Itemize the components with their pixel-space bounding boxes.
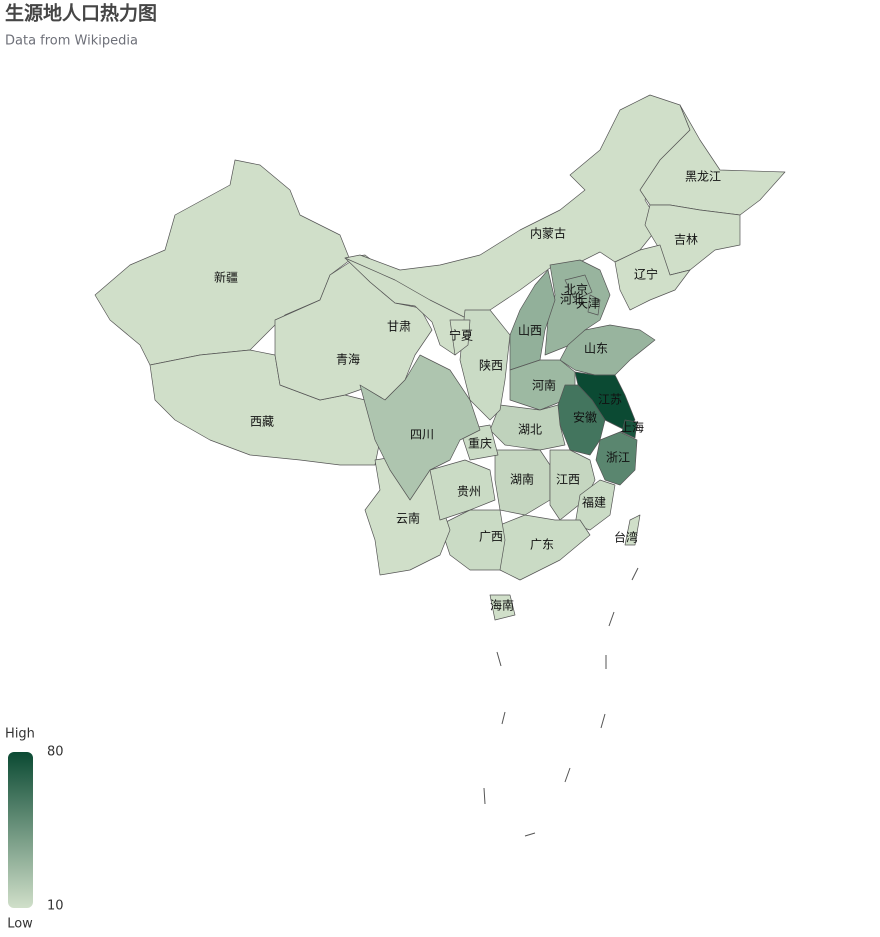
region: [449, 319, 471, 356]
region-label: 贵州: [457, 485, 481, 499]
region: [564, 274, 593, 301]
region-label: 内蒙古: [530, 226, 566, 241]
visual-map-low: Low: [7, 917, 33, 932]
region: [439, 509, 506, 571]
region-label: 江西: [556, 473, 580, 487]
region: [274, 261, 433, 401]
region-label: 浙江: [606, 451, 630, 465]
region-label: 河南: [532, 378, 556, 393]
region: [624, 514, 641, 546]
region-label: 湖北: [518, 422, 542, 437]
region: [429, 459, 496, 521]
region-label: 安徽: [573, 410, 597, 425]
region-label: 河北: [560, 293, 584, 307]
region-label: 台湾: [614, 530, 638, 545]
region-label: 广东: [530, 538, 554, 552]
region: [559, 324, 656, 376]
region-label: 黑龙江: [685, 170, 721, 184]
region: [614, 244, 691, 311]
visual-map-max: 80: [47, 745, 64, 760]
region-label: 新疆: [214, 270, 238, 285]
region-label: 天津: [576, 297, 600, 311]
chart-subtitle: Data from Wikipedia: [5, 34, 138, 49]
region: [359, 354, 481, 501]
region: [489, 594, 516, 621]
region: [644, 204, 741, 276]
region-label: 北京: [564, 283, 588, 297]
region-label: 重庆: [468, 437, 492, 451]
region: [595, 431, 638, 486]
region-label: 山西: [518, 324, 542, 338]
visual-map-min: 10: [47, 899, 64, 914]
region-label: 上海: [620, 420, 644, 435]
visual-map-bar: [8, 752, 33, 908]
region-label: 湖南: [510, 472, 534, 487]
region: [499, 514, 591, 581]
visual-map-high: High: [5, 727, 35, 742]
region-label: 西藏: [250, 415, 274, 429]
region: [587, 294, 601, 316]
region: [459, 309, 511, 421]
region: [489, 404, 566, 451]
region-label: 陕西: [479, 358, 503, 373]
region-label: 宁夏: [449, 328, 473, 343]
region-label: 福建: [582, 495, 606, 510]
chart-title: 生源地人口热力图: [5, 2, 157, 25]
region: [621, 419, 638, 439]
region-label: 辽宁: [634, 267, 658, 282]
region-label: 云南: [396, 511, 420, 526]
south-sea-islands: [483, 567, 639, 837]
region-label: 江苏: [598, 393, 622, 407]
region-label: 四川: [410, 428, 434, 442]
region-label: 吉林: [674, 233, 698, 247]
region-label: 青海: [336, 352, 360, 367]
region-label: 山东: [584, 342, 608, 356]
region-label: 甘肃: [387, 320, 411, 334]
region-label: 海南: [490, 598, 514, 613]
region: [494, 449, 551, 516]
region-label: 广西: [479, 530, 503, 544]
